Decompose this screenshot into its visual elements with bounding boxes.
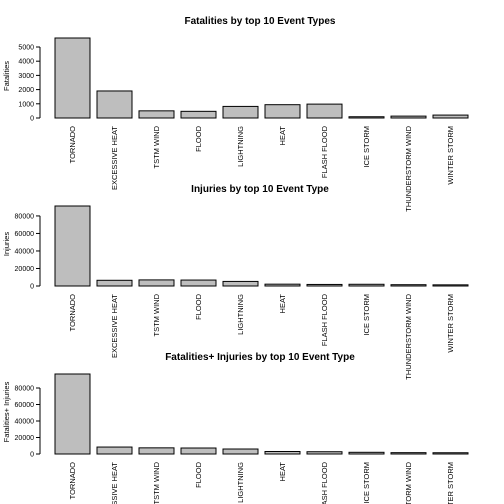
bar-tornado [54, 205, 91, 287]
y-tick-label: 80000 [15, 386, 35, 393]
category-label: LIGHTNING [236, 462, 245, 503]
category-label: THUNDERSTORM WIND [404, 293, 413, 379]
bar-flood [180, 447, 217, 455]
category-label: WINTER STORM [446, 126, 455, 185]
bar-lightning [222, 280, 259, 287]
chart-title: Injuries by top 10 Event Type [191, 184, 329, 195]
y-tick-label: 0 [30, 452, 34, 459]
bar-heat [264, 450, 301, 455]
category-label: TSTM WIND [152, 461, 161, 504]
y-tick-label: 60000 [15, 231, 35, 238]
bar-winter-storm [432, 452, 469, 455]
category-label: HEAT [278, 462, 287, 482]
y-axis-title: Fatalities+ Injuries [2, 381, 11, 442]
y-tick-label: 20000 [15, 435, 35, 442]
y-tick-label: 40000 [15, 419, 35, 426]
bar-thunderstorm-wind [390, 115, 427, 119]
y-tick-label: 40000 [15, 248, 35, 255]
bar-tornado [54, 373, 91, 455]
bar-thunderstorm-wind [390, 284, 427, 287]
chart-panel-1: Fatalities by top 10 Event Types 0 1000 200… [2, 16, 469, 212]
bar-excessive-heat [96, 446, 133, 455]
category-label: FLASH FLOOD [320, 125, 329, 178]
bar-flash-flood [306, 283, 343, 287]
bar-flash-flood [306, 451, 343, 455]
category-label: LIGHTNING [236, 294, 245, 335]
bar-tstm-wind [138, 110, 175, 119]
category-label: HEAT [278, 126, 287, 146]
bar-flood [180, 279, 217, 287]
bar-excessive-heat [96, 90, 133, 119]
category-label: EXCESSIVE HEAT [110, 126, 119, 190]
bar-heat [264, 104, 301, 119]
category-label: EXCESSIVE HEAT [110, 294, 119, 358]
category-label: THUNDERSTORM WIND [404, 461, 413, 504]
y-tick-label: 60000 [15, 402, 35, 409]
y-tick-label: 1000 [18, 101, 34, 108]
y-tick-label: 2000 [18, 87, 34, 94]
category-label: TORNADO [68, 126, 77, 164]
category-label: LIGHTNING [236, 126, 245, 167]
category-label: FLOOD [194, 125, 203, 151]
bar-ice-storm [348, 283, 385, 287]
category-label: HEAT [278, 294, 287, 314]
y-tick-label: 80000 [15, 213, 35, 220]
chart-title: Fatalities+ Injuries by top 10 Event Typ… [165, 352, 355, 363]
category-label: TSTM WIND [152, 293, 161, 336]
bar-heat [264, 283, 301, 287]
bar-ice-storm [348, 116, 385, 119]
bar-winter-storm [432, 284, 469, 287]
bar-excessive-heat [96, 279, 133, 287]
category-label: EXCESSIVE HEAT [110, 462, 119, 504]
bar-lightning [222, 448, 259, 455]
bar-lightning [222, 105, 259, 119]
category-label: ICE STORM [362, 294, 371, 336]
y-tick-label: 5000 [18, 44, 34, 51]
chart-panel-3: Fatalities+ Injuries by top 10 Event Typ… [2, 352, 469, 504]
category-label: TSTM WIND [152, 125, 161, 168]
category-label: FLASH FLOOD [320, 461, 329, 504]
category-label: ICE STORM [362, 126, 371, 168]
bar-tstm-wind [138, 279, 175, 287]
y-axis-title: Injuries [2, 232, 11, 256]
y-tick-label: 0 [30, 116, 34, 123]
bar-flood [180, 110, 217, 119]
y-tick-label: 0 [30, 284, 34, 291]
category-label: FLASH FLOOD [320, 293, 329, 346]
category-label: FLOOD [194, 461, 203, 487]
bar-flash-flood [306, 103, 343, 119]
chart-title: Fatalities by top 10 Event Types [185, 16, 336, 27]
bar-tstm-wind [138, 447, 175, 455]
category-label: THUNDERSTORM WIND [404, 125, 413, 211]
bar-thunderstorm-wind [390, 452, 427, 455]
y-tick-label: 3000 [18, 73, 34, 80]
y-tick-label: 4000 [18, 59, 34, 66]
bar-winter-storm [432, 114, 469, 119]
category-label: WINTER STORM [446, 462, 455, 504]
bar-tornado [54, 37, 91, 119]
category-label: TORNADO [68, 462, 77, 500]
bar-ice-storm [348, 451, 385, 455]
y-tick-label: 20000 [15, 266, 35, 273]
y-axis-title: Fatalities [2, 61, 11, 91]
category-label: FLOOD [194, 293, 203, 319]
category-label: WINTER STORM [446, 294, 455, 353]
category-label: TORNADO [68, 294, 77, 332]
category-label: ICE STORM [362, 462, 371, 504]
chart-panel-2: Injuries by top 10 Event Type 0 20000 40000… [2, 184, 469, 380]
